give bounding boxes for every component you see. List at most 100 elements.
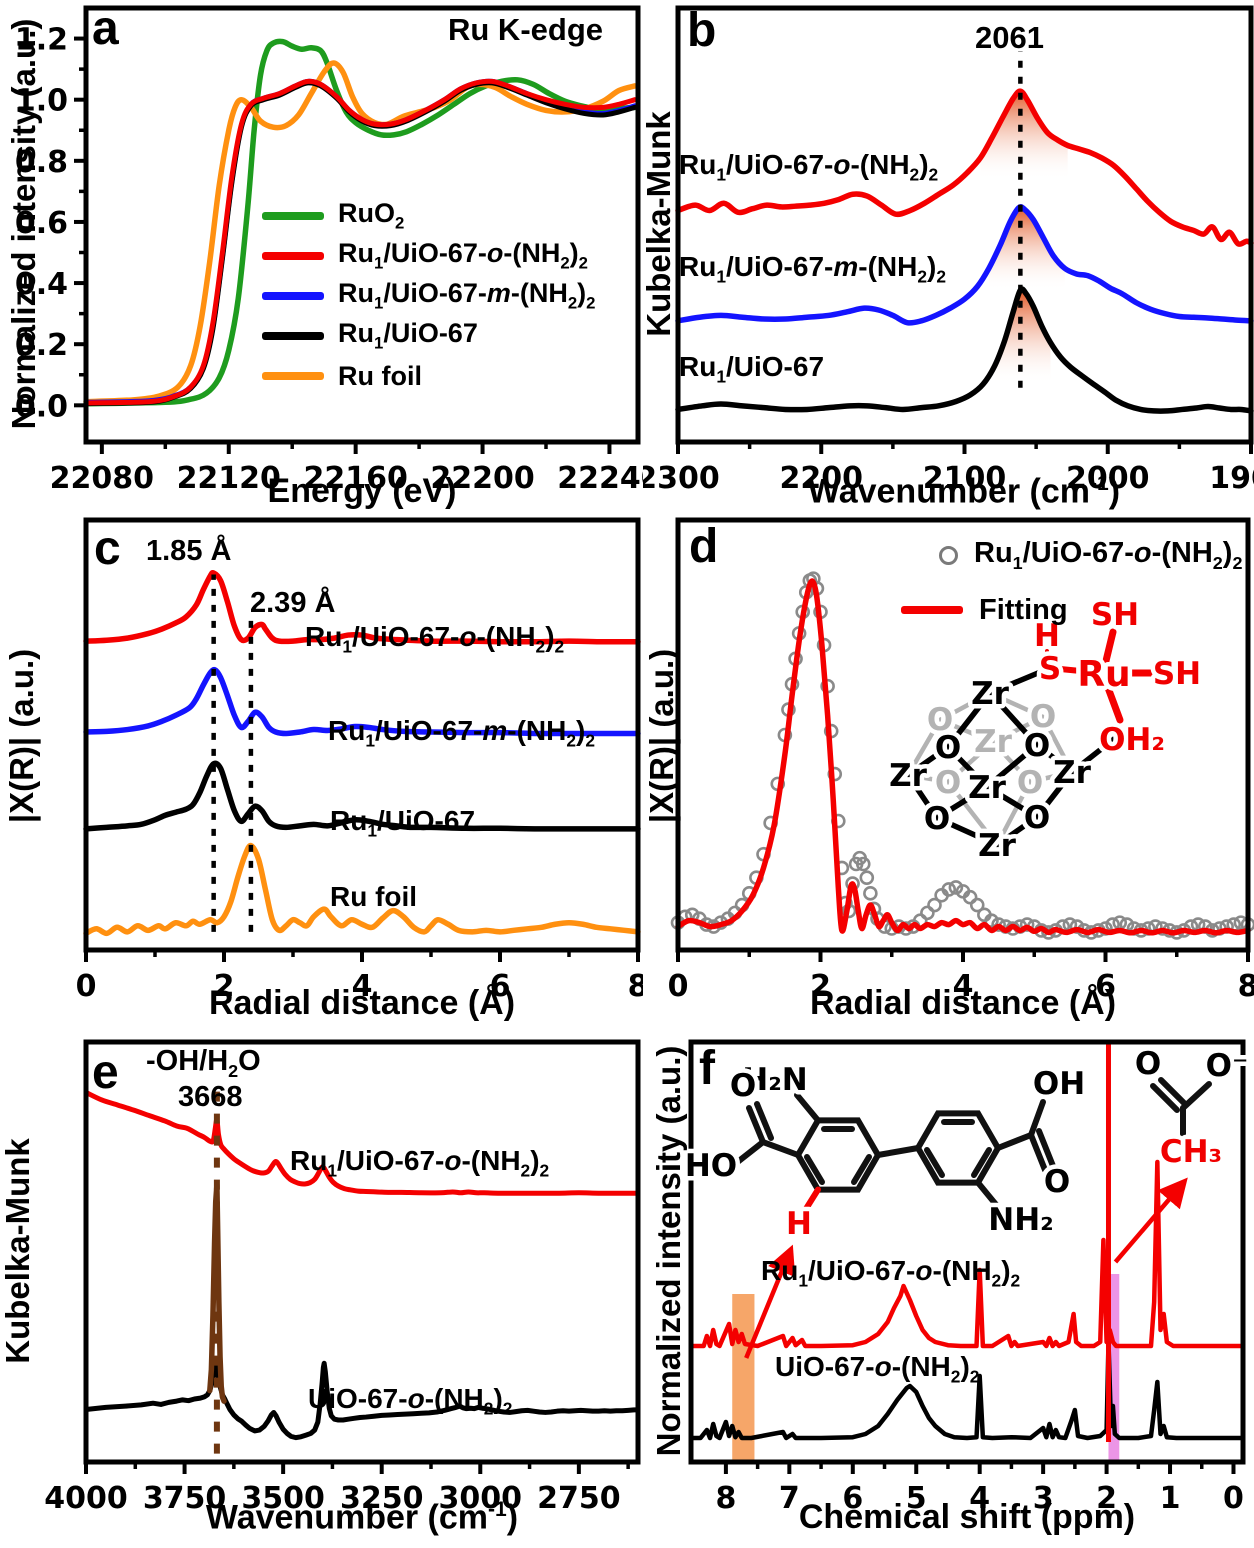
cluster-back-bonds <box>905 690 1075 848</box>
panel-d: 0 2 4 6 8 <box>643 510 1254 1030</box>
svg-text:7: 7 <box>779 1481 800 1516</box>
curve-label-uio67-o-nh2: UiO-67-o-(NH2)2 <box>308 1383 513 1419</box>
ch3-group-label: CH₃ <box>1160 1134 1222 1170</box>
svg-text:0.2: 0.2 <box>15 328 68 363</box>
svg-text:3750: 3750 <box>143 1481 227 1516</box>
zr-atom-label: Zr <box>971 676 1009 712</box>
molecule-bonds <box>732 1092 1056 1210</box>
wavenumber-3668-label: 3668 <box>178 1081 243 1113</box>
linker-molecule-inset: H₂N O HO H OH O NH₂ <box>680 1058 1089 1247</box>
curve-label-ru-o-nh2: Ru1/UiO-67-o-(NH2)2 <box>761 1255 1021 1291</box>
x-axis-title-b: Wavenumber (cm-1) <box>807 472 1121 511</box>
legend-swatch-uio67 <box>262 332 324 340</box>
svg-text:4: 4 <box>969 1481 990 1516</box>
legend-label-data: Ru1/UiO-67-o-(NH2)2 <box>974 536 1243 573</box>
legend-item-data: Ru1/UiO-67-o-(NH2)2 <box>939 532 1242 578</box>
oh-h2o-label: -OH/H2O <box>146 1045 261 1081</box>
sh-ligand-label: SH <box>1153 656 1201 692</box>
o-back-atom-label: O <box>927 702 953 738</box>
legend-swatch-o-nh2 <box>262 252 324 260</box>
legend-item-ruo2: RuO2 <box>262 196 595 236</box>
o-atom-label: O <box>1135 1046 1161 1082</box>
o-back-atom-label: O <box>1030 699 1056 735</box>
svg-text:22200: 22200 <box>430 461 534 496</box>
svg-text:22080: 22080 <box>50 461 154 496</box>
legend-d: Ru1/UiO-67-o-(NH2)2 <box>939 532 1242 578</box>
zr-atom-label: Zr <box>978 828 1016 864</box>
x-axis-title-a: Energy (eV) <box>267 472 457 510</box>
legend-a: RuO2 Ru1/UiO-67-o-(NH2)2 Ru1/UiO-67-m-(N… <box>262 196 595 396</box>
legend-label-o-nh2: Ru1/UiO-67-o-(NH2)2 <box>338 238 588 273</box>
svg-text:4000: 4000 <box>44 1481 128 1516</box>
svg-text:1: 1 <box>1160 1481 1181 1516</box>
svg-text:0: 0 <box>1223 1481 1244 1516</box>
svg-text:3250: 3250 <box>340 1481 424 1516</box>
c-h-bond <box>801 1186 821 1215</box>
oh2-ligand-label: OH₂ <box>1099 722 1165 758</box>
svg-text:8: 8 <box>715 1481 736 1516</box>
svg-text:0: 0 <box>76 969 97 1004</box>
svg-text:22120: 22120 <box>177 461 281 496</box>
plot-layer: 0 2 4 6 8 <box>76 517 643 1004</box>
panel-e: 4000 3750 3500 3250 3000 2750 e -OH/H2O 3668 … <box>0 1030 643 1548</box>
peak2-distance-label: 2.39 Å <box>250 587 336 619</box>
curve-label-o-nh2: Ru1/UiO-67-o-(NH2)2 <box>679 149 939 185</box>
svg-text:2000: 2000 <box>1066 461 1150 496</box>
legend-swatch-m-nh2 <box>262 292 324 300</box>
svg-text:2: 2 <box>810 969 831 1004</box>
o-atom-label: O <box>924 801 950 837</box>
x-axis-title-c: Radial distance (Å) <box>208 984 516 1022</box>
peak-wavenumber-label: 2061 <box>975 20 1044 55</box>
svg-text:0.8: 0.8 <box>15 145 68 180</box>
h-atom-label: H <box>1034 618 1060 654</box>
panel-letter-e: e <box>92 1046 119 1099</box>
peak1-distance-label: 1.85 Å <box>146 535 232 567</box>
svg-text:1.2: 1.2 <box>15 23 68 58</box>
legend-swatch-rufoil <box>262 372 324 380</box>
svg-text:0.4: 0.4 <box>15 267 68 302</box>
panel-letter-d: d <box>689 520 719 573</box>
ru-atom-label: Ru <box>1077 654 1130 695</box>
o-back-atom-label: O <box>935 765 961 801</box>
legend-fitting: Fitting <box>901 590 1068 630</box>
zr-atom-label: Zr <box>968 770 1006 806</box>
curve-label-uio67: Ru1/UiO-67 <box>679 351 825 387</box>
panel-d-chart: 0 2 4 6 8 <box>668 517 1254 1004</box>
panel-c-chart: 0 2 4 6 8 <box>76 517 643 1004</box>
sh-ligand-label: SH <box>1091 597 1139 633</box>
curve-label-rufoil: Ru foil <box>330 881 418 912</box>
y-axis-title-e: Kubelka-Munk <box>0 1138 36 1364</box>
cluster-front-bonds <box>905 665 1126 848</box>
svg-text:3500: 3500 <box>241 1481 325 1516</box>
o-atom-label: O <box>1024 800 1050 836</box>
legend-item-o-nh2: Ru1/UiO-67-o-(NH2)2 <box>262 236 595 276</box>
ru-bonds <box>1045 628 1159 724</box>
svg-text:0: 0 <box>668 969 689 1004</box>
panel-e-chart: 4000 3750 3500 3250 3000 2750 <box>44 1039 641 1516</box>
panel-b: 2300 2200 2100 2000 1900 b 2061 Ru1/UiO-67-o… <box>640 0 1254 511</box>
panel-f: 8 7 6 5 4 3 2 1 0 H₂N <box>643 1030 1254 1548</box>
legend-label-fitting: Fitting <box>979 593 1068 626</box>
curve-label-o-nh2: Ru1/UiO-67-o-(NH2)2 <box>305 621 565 657</box>
legend-item-fitting: Fitting <box>901 590 1068 630</box>
plot-layer: 8 7 6 5 4 3 2 1 0 <box>688 1039 1246 1516</box>
legend-item-rufoil: Ru foil <box>262 356 595 396</box>
legend-label-ruo2: RuO2 <box>338 198 405 233</box>
circle-marker-icon <box>939 545 958 565</box>
legend-item-m-nh2: Ru1/UiO-67-m-(NH2)2 <box>262 276 595 316</box>
plot-layer: 0 2 4 6 8 <box>668 517 1254 1004</box>
svg-text:2: 2 <box>1096 1481 1117 1516</box>
svg-text:0.0: 0.0 <box>15 389 68 424</box>
o-minus-label: O⁻ <box>1206 1048 1249 1084</box>
panel-b-chart: 2300 2200 2100 2000 1900 <box>643 5 1254 496</box>
curve-label-uio67-o-nh2: UiO-67-o-(NH2)2 <box>775 1351 980 1387</box>
svg-text:3: 3 <box>1033 1481 1054 1516</box>
edge-label: Ru K-edge <box>448 12 603 47</box>
svg-text:2100: 2100 <box>923 461 1007 496</box>
y-axis-title-f: Normalized intensity (a.u.) <box>650 1045 687 1457</box>
